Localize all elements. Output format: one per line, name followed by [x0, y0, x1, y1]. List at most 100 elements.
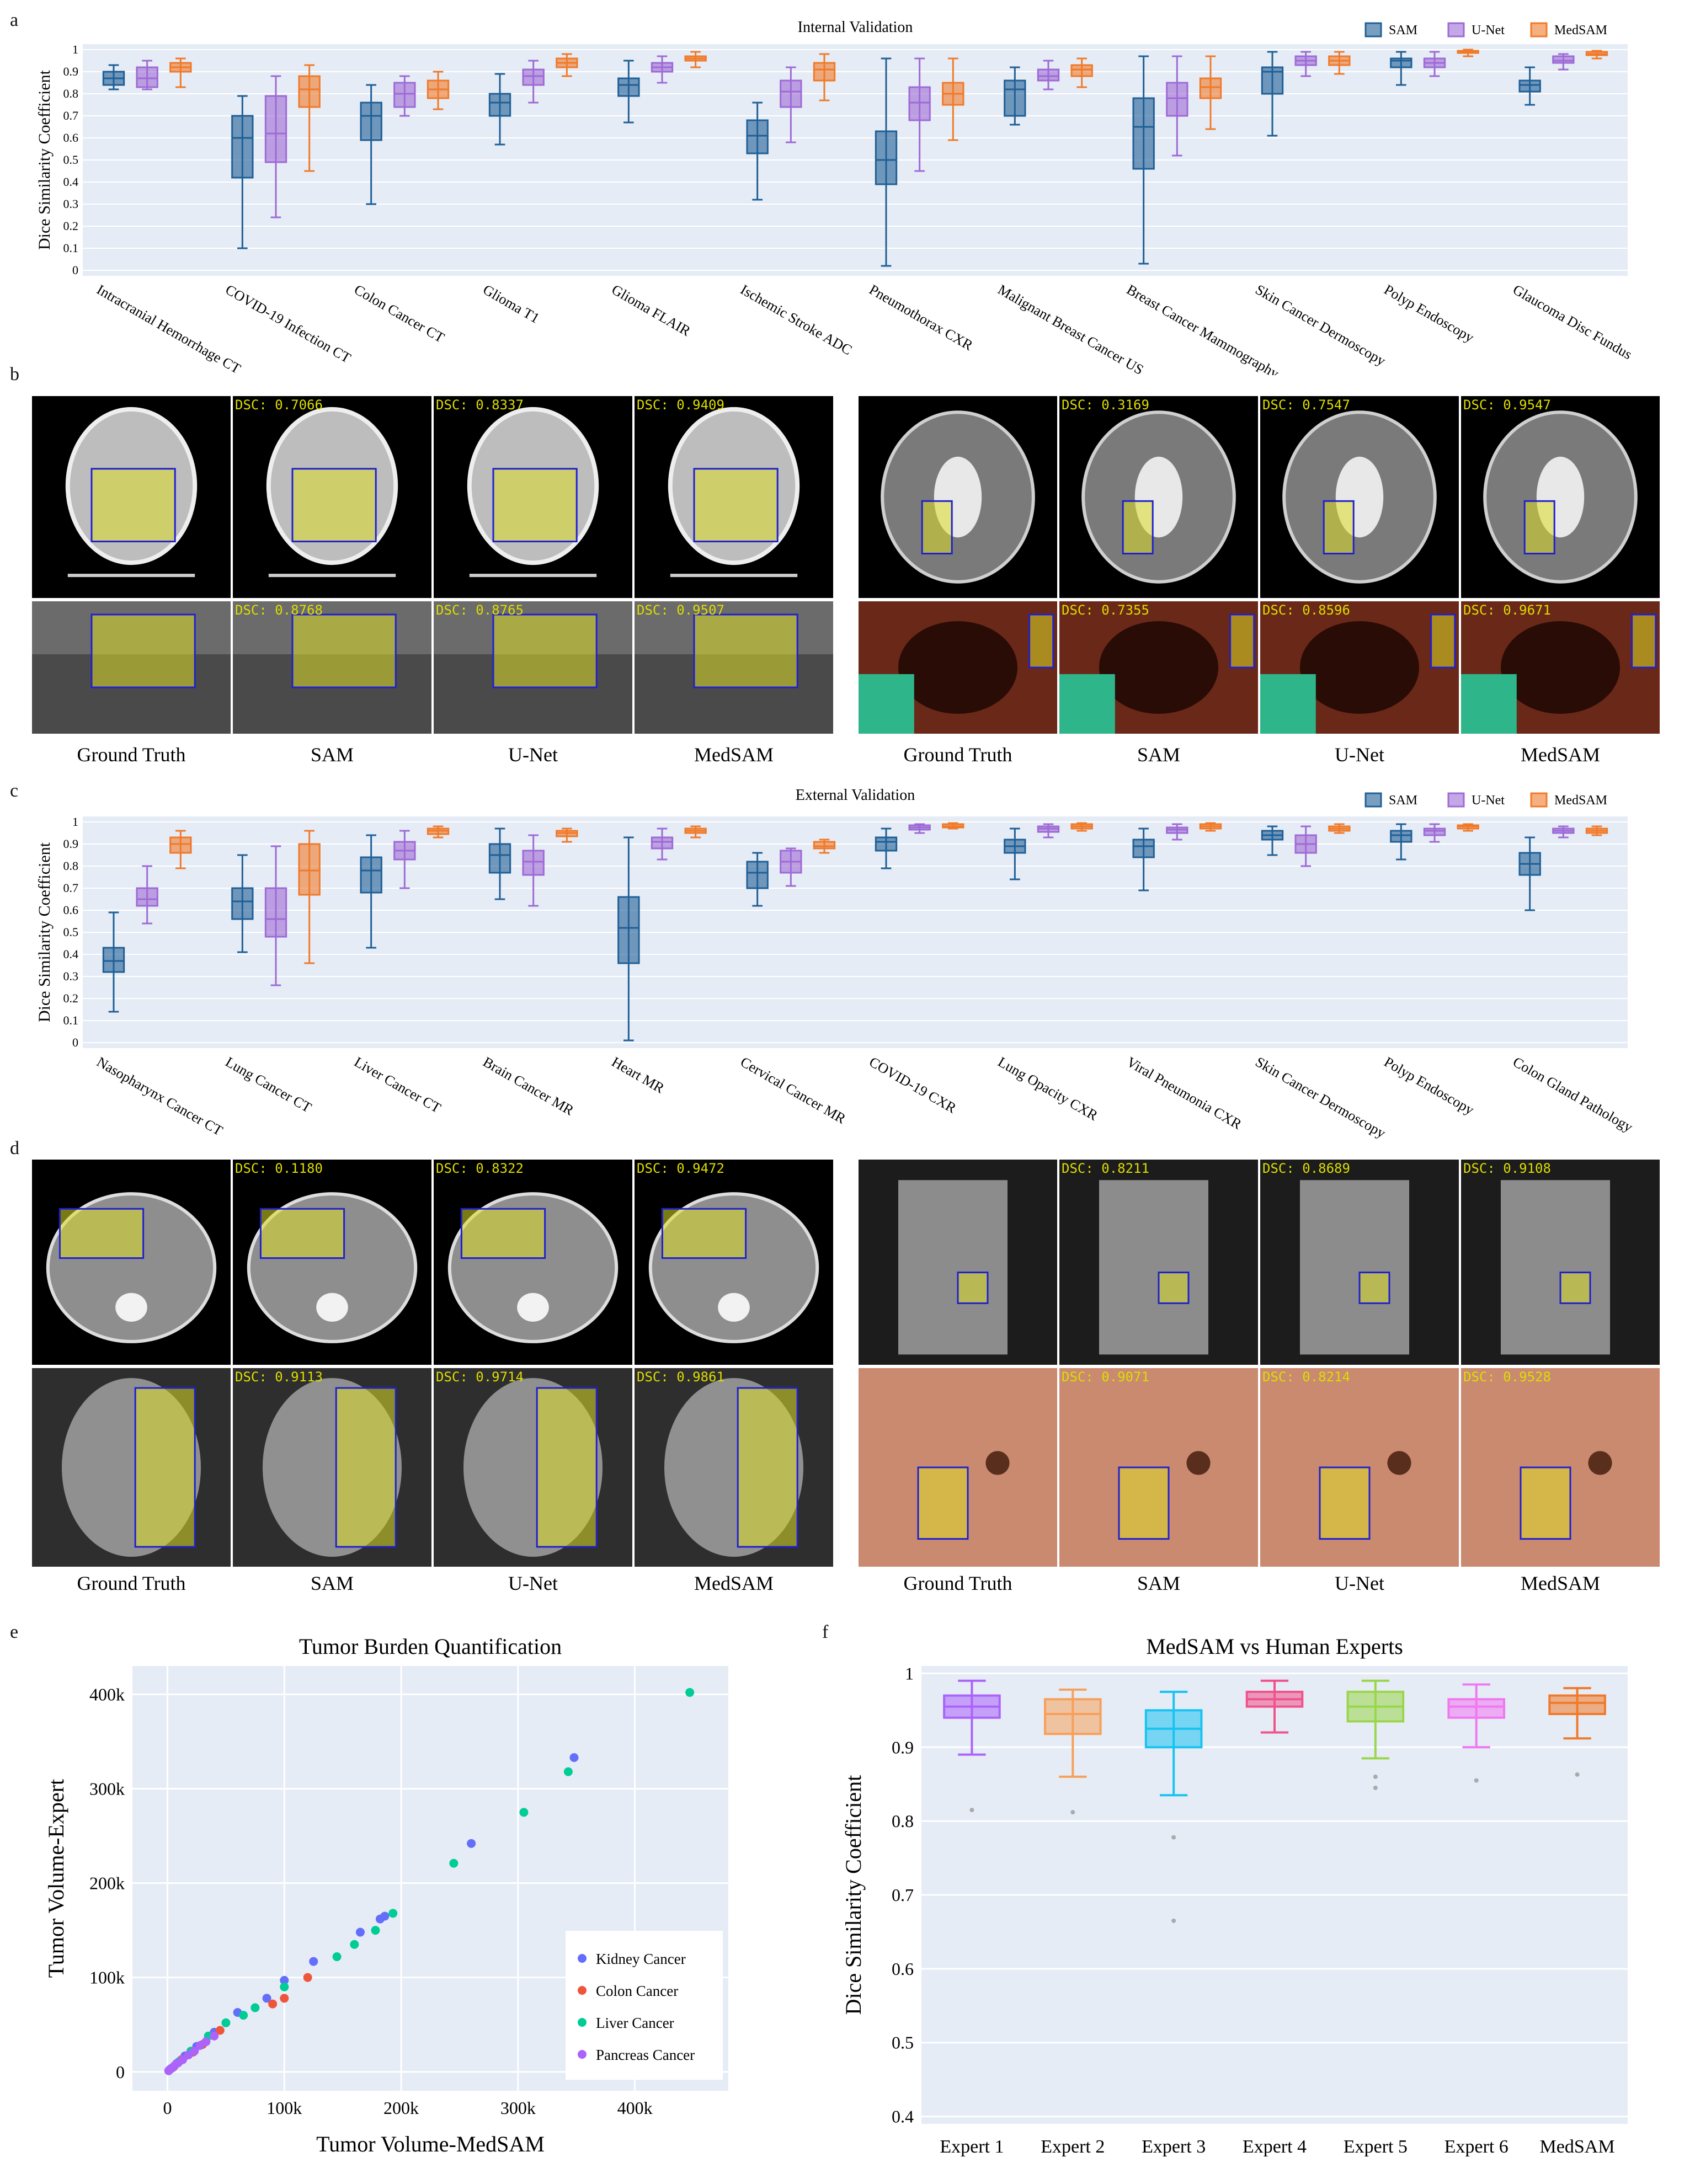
point: [380, 1911, 390, 1921]
point: [449, 1859, 459, 1868]
box-sam-liver-cancer-ct: [360, 834, 382, 949]
box-u-net-nasopharynx-cancer-ct: [136, 865, 158, 925]
right-row2-tile-2: [1059, 601, 1258, 734]
box-body: [1447, 1698, 1506, 1719]
left-row2-tile-4: [635, 1368, 833, 1567]
mask-right-0-1: [1159, 1272, 1188, 1304]
series-liver-cancer: [174, 1688, 695, 2066]
point: [210, 2031, 219, 2041]
column-label-ground-truth: Ground Truth: [77, 1572, 185, 1594]
mask-right-1-2: [1431, 615, 1455, 668]
box-body: [136, 887, 158, 907]
outlier: [1474, 1778, 1479, 1783]
box-sam-ischemic-stroke-adc: [746, 102, 769, 201]
x-tick-label-expert-6: Expert 6: [1445, 2137, 1509, 2157]
table-line: [469, 574, 597, 578]
box-body: [617, 77, 640, 97]
dsc-label: DSC: 0.9507: [637, 602, 724, 618]
column-label-medsam: MedSAM: [694, 1572, 774, 1594]
y-tick-label: 0.9: [892, 1737, 914, 1757]
y-axis-label: Tumor Volume-Expert: [44, 1779, 68, 1978]
legend-swatch-medsam: [1530, 792, 1548, 808]
dsc-label: DSC: 0.9071: [1062, 1369, 1149, 1385]
box-u-net-heart-mr: [651, 827, 674, 861]
y-tick-label: 0.8: [63, 87, 79, 100]
legend-label-medsam: MedSAM: [1554, 23, 1607, 38]
y-tick-label: 0.5: [892, 2033, 914, 2053]
mask-left-1-0: [92, 615, 195, 687]
dsc-label: DSC: 0.8689: [1262, 1161, 1350, 1176]
box-sam-colon-cancer-ct: [360, 84, 382, 205]
point: [303, 1973, 312, 1982]
y-tick-label: 0.7: [892, 1885, 914, 1905]
box-body: [522, 68, 545, 86]
x-tick-label: Colon Gland Pathology: [1510, 1054, 1635, 1135]
legend-marker-pancreas-cancer: [578, 2050, 587, 2059]
right-row2-tile-1: [859, 601, 1057, 734]
right-row1-tile-4: [1461, 1160, 1660, 1365]
mask-left-1-2: [493, 615, 597, 687]
pelvis-shape: [898, 1180, 1008, 1355]
y-tick-label: 0.4: [892, 2107, 914, 2127]
box-medsam-covid-19-infection-ct: [298, 64, 321, 172]
right-row1-tile-2: [1059, 396, 1258, 598]
legend-swatch-u-net: [1447, 792, 1465, 808]
bbox-right-0-1: [1122, 500, 1154, 554]
point: [250, 2003, 260, 2012]
box-body: [1132, 839, 1155, 858]
panel-letter-f: f: [822, 1622, 829, 1642]
column-label-sam: SAM: [311, 1572, 354, 1594]
y-tick-label: 0.1: [63, 1013, 79, 1027]
box-medsam-covid-19-cxr: [942, 822, 964, 830]
box-u-net-viral-pneumonia-cxr: [1166, 823, 1188, 841]
box-medsam-intracranial-hemorrhage-ct: [169, 57, 192, 88]
box-medsam-skin-cancer-dermoscopy: [1328, 823, 1351, 834]
box-u-net-breast-cancer-mammography: [1166, 55, 1188, 157]
legend-box: [566, 1931, 723, 2080]
box-sam-intracranial-hemorrhage-ct: [102, 64, 125, 90]
box-u-net-skin-cancer-dermoscopy: [1294, 51, 1317, 77]
column-label-u-net: U-Net: [508, 1572, 558, 1594]
table-line: [67, 574, 195, 578]
dsc-label: DSC: 0.8214: [1262, 1369, 1350, 1385]
x-tick-label: Lung Opacity CXR: [995, 1054, 1101, 1124]
box-medsam-lung-opacity-cxr: [1070, 822, 1093, 832]
box-body: [1004, 79, 1026, 117]
y-tick-label: 0.7: [63, 881, 79, 895]
left-row1-tile-4: [635, 1160, 833, 1365]
box-body: [908, 86, 931, 121]
y-tick-label: 0.2: [63, 991, 79, 1005]
legend-label-u-net: U-Net: [1472, 23, 1505, 38]
bbox-left-0-1: [291, 468, 377, 543]
left-row1-tile-3: [434, 1160, 632, 1365]
y-tick-label: 0.6: [63, 903, 79, 917]
bbox-right-1-1: [1118, 1466, 1170, 1540]
y-axis-label: Dice Similarity Coefficient: [35, 70, 54, 250]
x-tick-label: Pneumothorax CXR: [866, 281, 976, 354]
legend-swatch-sam: [1364, 22, 1382, 38]
mask-right-1-3: [1632, 615, 1656, 668]
bbox-left-0-2: [460, 1208, 546, 1259]
point: [239, 2011, 248, 2020]
box-medsam-brain-cancer-mr: [556, 827, 578, 843]
box-body: [393, 82, 416, 108]
y-tick-label: 0.2: [63, 219, 79, 233]
bbox-right-0-2: [1358, 1272, 1390, 1304]
dsc-label: DSC: 0.8765: [436, 602, 524, 618]
x-tick-label: Ischemic Stroke ADC: [738, 281, 855, 358]
series-pancreas-cancer: [164, 2031, 219, 2075]
column-label-sam: SAM: [1137, 744, 1180, 766]
x-tick-label: Brain Cancer MR: [480, 1054, 577, 1119]
box-body: [298, 75, 321, 108]
box-sam-brain-cancer-mr: [488, 827, 511, 900]
legend-swatch-u-net: [1447, 22, 1465, 38]
lumen: [1099, 621, 1218, 714]
point: [280, 1982, 289, 1991]
point: [388, 1909, 398, 1918]
box-medsam-malignant-breast-cancer-us: [1070, 57, 1093, 88]
box-sam-covid-19-cxr: [875, 827, 898, 869]
chart-title: Tumor Burden Quantification: [299, 1634, 562, 1659]
spine: [316, 1293, 348, 1322]
dsc-label: DSC: 0.9671: [1463, 602, 1551, 618]
bbox-right-0-3: [1559, 1272, 1591, 1304]
